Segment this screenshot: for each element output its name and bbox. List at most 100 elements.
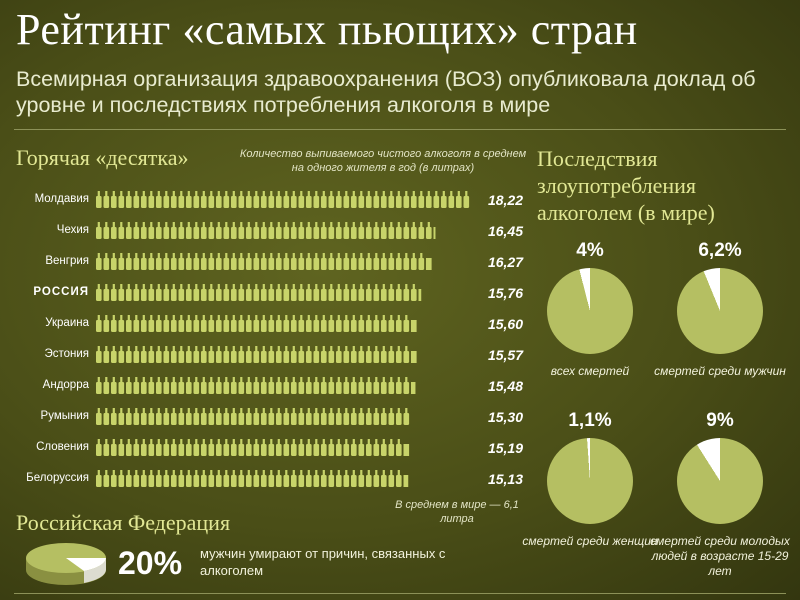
bottle-neck xyxy=(180,408,183,414)
bottle-neck xyxy=(345,408,348,414)
bottle-icon xyxy=(231,413,237,425)
bottle-partial xyxy=(403,444,410,456)
bottle-neck xyxy=(285,408,288,414)
bottle-icon xyxy=(193,227,200,239)
bottle-icon xyxy=(223,289,230,301)
bar-4 xyxy=(96,315,417,332)
bottle-neck xyxy=(172,439,175,445)
bottle-neck xyxy=(345,284,348,290)
bottle-neck xyxy=(277,439,280,445)
bottle-icon xyxy=(141,475,147,487)
bottle-neck xyxy=(180,315,183,321)
bottle-neck xyxy=(277,346,280,352)
bottle-icon xyxy=(396,382,402,394)
bottle-neck xyxy=(195,222,198,228)
bottle-neck xyxy=(142,470,145,476)
bottle-neck xyxy=(165,222,168,228)
bottle-neck xyxy=(292,191,295,197)
page-subtitle: Всемирная организация здравоохранения (В… xyxy=(16,67,756,117)
bottle-icon xyxy=(298,413,305,425)
bottle-neck xyxy=(390,222,393,228)
bottle-icon xyxy=(193,289,200,301)
bottle-icon xyxy=(388,351,395,363)
bottle-icon xyxy=(373,382,380,394)
bottle-neck xyxy=(97,470,100,476)
bottle-icon xyxy=(133,289,140,301)
bottle-icon xyxy=(336,413,342,425)
bottle-neck xyxy=(405,284,408,290)
bottle-icon xyxy=(148,320,155,332)
bottle-neck xyxy=(187,315,190,321)
bottle-neck xyxy=(180,253,183,259)
bottle-neck xyxy=(127,408,130,414)
bottle-icon xyxy=(366,382,372,394)
bottle-neck xyxy=(390,191,393,197)
bottle-icon xyxy=(283,413,290,425)
bottle-icon xyxy=(148,475,155,487)
bottle-neck xyxy=(270,191,273,197)
bottle-icon xyxy=(186,258,192,270)
bottle-neck xyxy=(322,315,325,321)
bottle-icon xyxy=(238,475,245,487)
bottle-icon xyxy=(403,289,410,301)
bottle-icon xyxy=(306,351,312,363)
bottle-icon xyxy=(321,413,327,425)
bottle-icon xyxy=(186,289,192,301)
pie-percent-label: 9% xyxy=(706,410,734,431)
bottle-icon xyxy=(201,320,207,332)
bottle-icon xyxy=(111,382,117,394)
bottle-icon xyxy=(126,289,132,301)
bottle-neck xyxy=(375,284,378,290)
bottle-icon xyxy=(306,227,312,239)
bottle-neck xyxy=(120,470,123,476)
bottle-neck xyxy=(202,284,205,290)
bottle-neck xyxy=(300,346,303,352)
bottle-neck xyxy=(247,315,250,321)
bottle-neck xyxy=(420,253,423,259)
bottle-icon xyxy=(133,413,140,425)
bottle-icon xyxy=(111,351,117,363)
bottle-neck xyxy=(262,408,265,414)
bottle-neck xyxy=(255,470,258,476)
bottle-neck xyxy=(352,377,355,383)
pie-caption: смертей среди молодых людей в возрасте 1… xyxy=(650,534,790,578)
bottle-icon xyxy=(321,227,327,239)
bottle-neck xyxy=(315,191,318,197)
bottle-neck xyxy=(225,470,228,476)
bottle-icon xyxy=(96,382,102,394)
bottle-neck xyxy=(375,315,378,321)
bottle-neck xyxy=(382,346,385,352)
bottle-icon xyxy=(411,258,417,270)
bottle-neck xyxy=(135,439,138,445)
bar-category-label: Венгрия xyxy=(45,255,89,267)
bottle-icon xyxy=(396,227,402,239)
bottle-neck xyxy=(405,377,408,383)
bottle-icon xyxy=(156,413,162,425)
bottle-neck xyxy=(300,439,303,445)
bottle-icon xyxy=(201,382,207,394)
bottle-icon xyxy=(208,320,215,332)
bottle-neck xyxy=(112,470,115,476)
bottle-neck xyxy=(225,408,228,414)
bottle-icon xyxy=(283,196,290,208)
bottle-neck xyxy=(337,377,340,383)
bottle-icon xyxy=(403,227,410,239)
bottle-icon xyxy=(358,475,365,487)
bottle-neck xyxy=(172,222,175,228)
bottle-icon xyxy=(268,413,275,425)
bottle-icon xyxy=(111,475,117,487)
bottle-neck xyxy=(217,439,220,445)
bottle-neck xyxy=(97,408,100,414)
bottle-icon xyxy=(141,413,147,425)
bottle-icon xyxy=(171,475,177,487)
bottle-neck xyxy=(397,346,400,352)
bottle-icon xyxy=(163,351,170,363)
bottle-icon xyxy=(283,444,290,456)
bottle-icon xyxy=(246,413,252,425)
bottle-icon xyxy=(163,196,170,208)
bottle-icon xyxy=(253,475,260,487)
bottle-icon xyxy=(358,320,365,332)
bottle-icon xyxy=(261,227,267,239)
bottle-icon xyxy=(201,444,207,456)
bottle-neck xyxy=(240,470,243,476)
